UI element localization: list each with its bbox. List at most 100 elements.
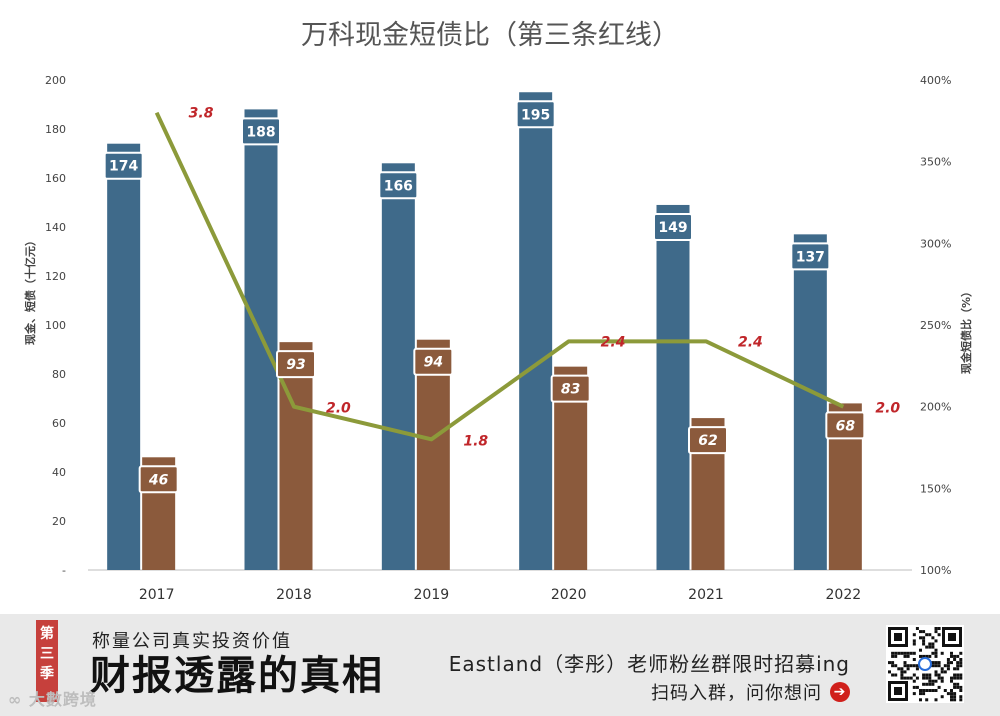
qr-module [931, 679, 935, 683]
bar-cash [656, 204, 690, 570]
qr-module [891, 664, 895, 668]
qr-module [959, 661, 963, 665]
qr-module [894, 654, 898, 658]
qr-module [956, 661, 960, 665]
qr-module [906, 664, 910, 668]
qr-module [925, 633, 929, 637]
qr-module [912, 673, 916, 677]
qr-module [931, 682, 935, 686]
qr-module [915, 627, 919, 630]
qr-module [934, 639, 938, 643]
qr-module [950, 654, 953, 658]
qr-module [922, 682, 926, 686]
qr-module [912, 633, 916, 637]
data-label-box [653, 212, 693, 241]
y-tick-left: 80 [52, 368, 66, 381]
qr-module [922, 630, 926, 634]
qr-module [956, 664, 960, 668]
qr-module [919, 692, 922, 696]
y-tick-right: 150% [920, 482, 951, 495]
qr-module [956, 654, 960, 658]
qr-module [931, 664, 935, 668]
brand-watermark: ∞ 大數跨境 [8, 690, 97, 709]
line-point-label: 2.0 [875, 401, 900, 417]
qr-module [937, 664, 941, 668]
scan-text: 扫码入群，问你想问 [651, 683, 822, 704]
qr-module [946, 658, 950, 661]
qr-module [940, 695, 944, 699]
qr-module [912, 664, 916, 668]
qr-module [956, 682, 960, 686]
data-label: 188 [246, 124, 275, 140]
qr-module [900, 651, 904, 655]
qr-module [891, 654, 895, 658]
qr-module [953, 676, 957, 680]
qr-module [906, 651, 910, 655]
qr-module [928, 679, 932, 683]
qr-module [925, 676, 929, 680]
qr-module [934, 679, 938, 683]
qr-code-icon[interactable] [886, 625, 964, 703]
data-label-box [550, 374, 591, 403]
qr-module [919, 654, 922, 658]
qr-module [897, 651, 901, 655]
line-point-label: 2.0 [326, 401, 351, 417]
qr-module [959, 689, 963, 692]
qr-module [891, 651, 895, 655]
qr-module [922, 673, 926, 677]
qr-module [937, 661, 941, 665]
qr-module [946, 664, 950, 668]
y-tick-right: 200% [920, 401, 951, 414]
x-tick-label: 2020 [551, 587, 587, 603]
qr-module [903, 664, 907, 668]
y-axis-right-label: 现金短债比（%） [959, 286, 973, 374]
season-badge: 第 三 季 [36, 620, 58, 702]
qr-module [953, 682, 957, 686]
qr-module [950, 651, 953, 655]
y-tick-left: 160 [45, 172, 66, 185]
qr-module [956, 685, 960, 689]
qr-module [894, 651, 898, 655]
qr-module [934, 651, 938, 655]
bar-short-debt [416, 339, 450, 570]
qr-finder-core [948, 633, 956, 641]
qr-module [953, 673, 957, 677]
data-label-box [241, 117, 281, 146]
qr-module [934, 664, 938, 668]
qr-module [900, 670, 904, 674]
qr-module [959, 676, 963, 680]
qr-finder-core [894, 633, 902, 641]
qr-module [959, 685, 963, 689]
qr-module [940, 651, 944, 655]
bar-cash [519, 92, 553, 570]
qr-module [903, 676, 907, 680]
qr-module [909, 676, 913, 680]
qr-module [937, 673, 941, 677]
qr-module [915, 667, 919, 671]
season-char: 季 [40, 666, 54, 682]
line-point-label: 1.8 [463, 433, 488, 449]
qr-module [934, 698, 938, 702]
bar-cash [381, 163, 415, 571]
qr-module [912, 642, 916, 646]
x-tick-label: 2021 [688, 587, 724, 603]
data-label: 137 [796, 249, 825, 265]
scan-text-row[interactable]: 扫码入群，问你想问 ➔ [651, 679, 850, 705]
data-label-box [378, 171, 419, 200]
data-label: 62 [698, 433, 717, 449]
qr-module [950, 689, 953, 692]
arrow-right-icon[interactable]: ➔ [830, 682, 850, 702]
x-tick-label: 2019 [414, 587, 450, 603]
line-point-label: 2.4 [601, 334, 626, 350]
qr-module [928, 676, 932, 680]
qr-module [940, 667, 944, 671]
data-label: 94 [424, 355, 443, 371]
qr-module [934, 654, 938, 658]
data-label: 46 [148, 472, 169, 488]
qr-module [922, 636, 926, 640]
qr-module [953, 685, 957, 689]
qr-module [943, 689, 947, 692]
qr-module [903, 654, 907, 658]
qr-module [919, 648, 922, 652]
qr-module [940, 676, 944, 680]
